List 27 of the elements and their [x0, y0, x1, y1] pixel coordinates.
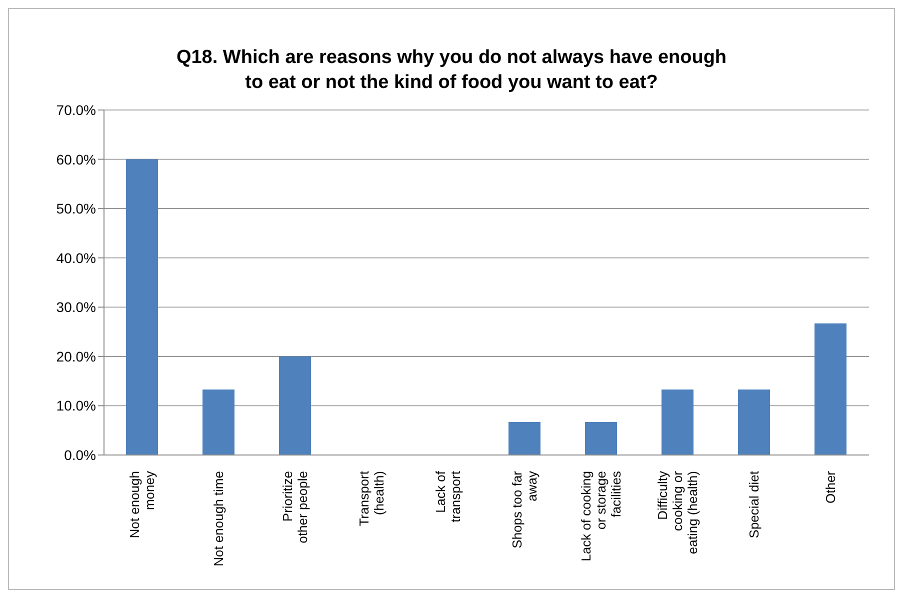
- x-tick-label: Prioritize other people: [280, 471, 310, 544]
- bar: [508, 422, 540, 455]
- x-tick-label: Lack of cooking or storage facilities: [578, 470, 624, 562]
- y-tick-label: 50.0%: [56, 200, 96, 217]
- x-tick-label: Not enough money: [126, 470, 157, 538]
- x-tick-label: Difficulty cooking or eating (health): [654, 470, 700, 554]
- x-tick-label: Shops too far away: [509, 470, 540, 548]
- y-tick-label: 20.0%: [56, 348, 96, 364]
- x-tick-label: Other: [822, 470, 838, 504]
- x-tick-label: Transport (health): [356, 470, 386, 526]
- y-tick-label: 60.0%: [56, 151, 96, 168]
- bar: [202, 389, 234, 455]
- x-tick-label: Lack of transport: [432, 470, 463, 522]
- y-tick-label: 40.0%: [56, 250, 96, 266]
- y-tick-label: 0.0%: [64, 446, 96, 463]
- bar: [279, 356, 311, 455]
- bar: [662, 389, 694, 455]
- bar: [585, 422, 617, 455]
- chart-title: Q18. Which are reasons why you do not always have enough to eat or not the kind of food you want to eat?: [175, 46, 728, 95]
- y-tick-label: 70.0%: [56, 102, 96, 118]
- bar: [126, 159, 158, 455]
- y-tick-label: 10.0%: [56, 398, 96, 414]
- bar: [738, 389, 770, 455]
- bar: [814, 323, 846, 455]
- x-tick-label: Special diet: [746, 470, 762, 538]
- x-tick-label: Not enough time: [210, 471, 226, 566]
- y-tick-label: 30.0%: [56, 299, 96, 316]
